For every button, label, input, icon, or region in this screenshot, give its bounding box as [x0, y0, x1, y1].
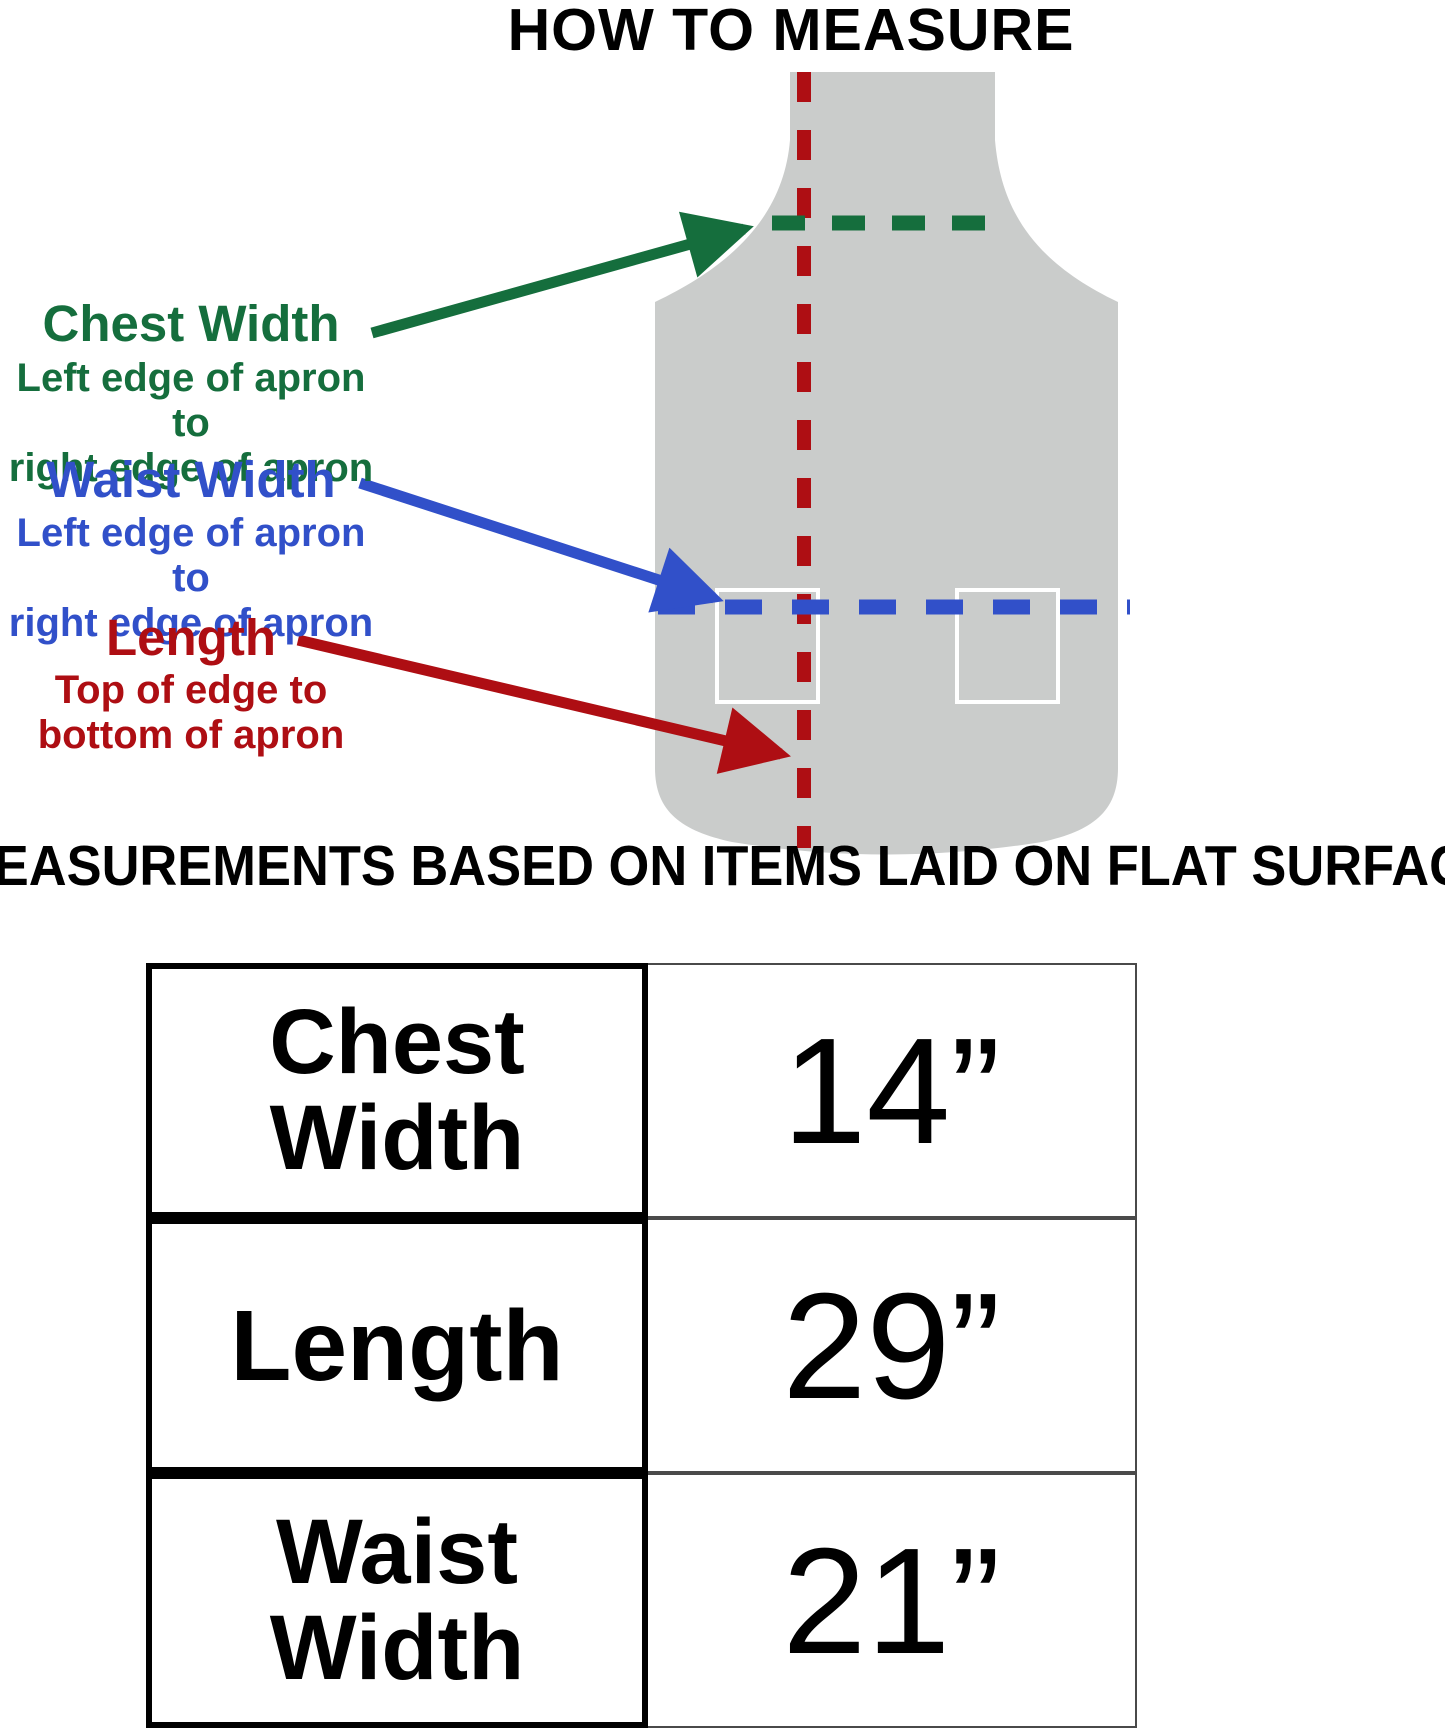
- chest-width-description: Left edge of apron to right edge of apro…: [8, 356, 374, 490]
- chest-arrow: [370, 211, 754, 339]
- table-row-value-waist-width: 21”: [648, 1473, 1137, 1728]
- table-row-value-length: 29”: [648, 1218, 1137, 1473]
- length-label: Length: [106, 609, 276, 666]
- table-row-label-length: Length: [146, 1218, 648, 1473]
- waist-arrow: [358, 477, 724, 613]
- right-pocket: [955, 588, 1060, 704]
- table-row-label-waist-width: Waist Width: [146, 1473, 648, 1728]
- measurement-name-column: Chest Width Length Waist Width: [146, 963, 648, 1728]
- measurements-table: Chest Width Length Waist Width 14” 29” 2…: [146, 963, 1137, 1728]
- annotation-panel: Chest Width Left edge of apron to right …: [0, 0, 382, 780]
- length-description: Top of edge to bottom of apron: [37, 668, 345, 757]
- page-title: HOW TO MEASURE: [507, 0, 1075, 63]
- flat-surface-note: MEASUREMENTS BASED ON ITEMS LAID ON FLAT…: [0, 834, 1445, 898]
- apron-silhouette: [655, 72, 1118, 855]
- chest-width-label: Chest Width: [42, 295, 340, 352]
- waist-width-label: Waist Width: [46, 451, 336, 508]
- measurement-value-column: 14” 29” 21”: [648, 963, 1137, 1728]
- table-row-label-chest-width: Chest Width: [146, 963, 648, 1218]
- table-row-value-chest-width: 14”: [648, 963, 1137, 1218]
- length-arrow: [296, 634, 791, 774]
- waist-width-description: Left edge of apron to right edge of apro…: [8, 511, 374, 645]
- apron-diagram: [296, 72, 1130, 855]
- left-pocket: [715, 588, 820, 704]
